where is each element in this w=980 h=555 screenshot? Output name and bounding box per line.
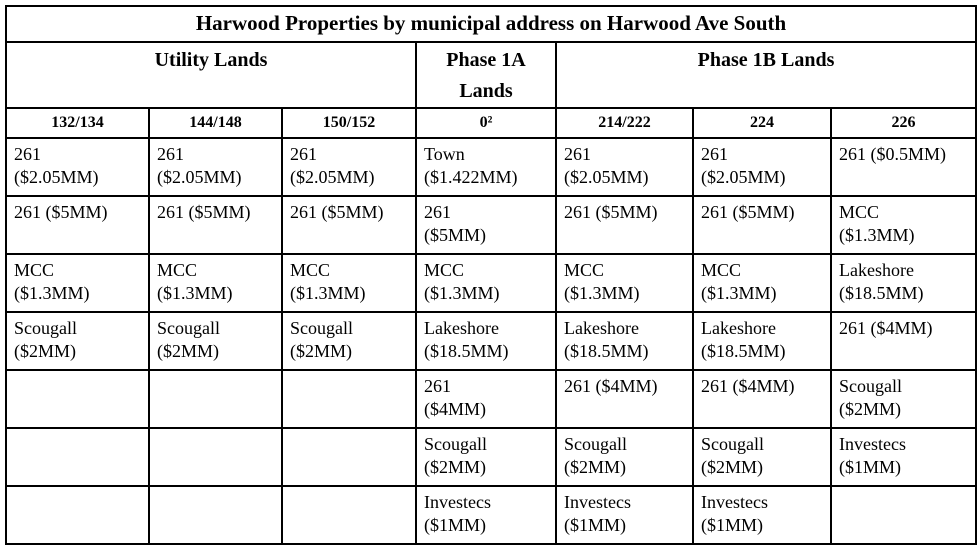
table-row: 261 ($2.05MM) 261 ($2.05MM) 261 ($2.05MM) T… xyxy=(5,137,978,197)
table-row: Scougall ($2MM) Scougall ($2MM) Scougall (… xyxy=(5,311,978,371)
group-header-phase-1a-lands: Phase 1A Lands xyxy=(415,41,557,109)
column-header-0: 0² xyxy=(415,107,557,139)
property-cell: MCC ($1.3MM) xyxy=(5,253,150,313)
property-cell xyxy=(829,485,978,545)
property-cell: MCC ($1.3MM) xyxy=(148,253,283,313)
property-cell: 261 ($5MM) xyxy=(148,195,283,255)
property-cell: MCC ($1.3MM) xyxy=(415,253,557,313)
property-cell xyxy=(281,369,417,429)
table-row: Scougall ($2MM) Scougall ($2MM) Scougall (… xyxy=(5,427,978,487)
table-title: Harwood Properties by municipal address … xyxy=(4,5,978,43)
table-row: 261 ($4MM) 261 ($4MM) 261 ($4MM) Scougall (… xyxy=(5,369,978,429)
property-cell: Investecs ($1MM) xyxy=(415,485,557,545)
table-row: Investecs ($1MM) Investecs ($1MM) Investec… xyxy=(5,485,978,545)
column-header-150-152: 150/152 xyxy=(281,107,417,139)
property-cell xyxy=(148,485,283,545)
property-cell: Lakeshore ($18.5MM) xyxy=(692,311,832,371)
property-cell xyxy=(5,369,150,429)
property-cell: 261 ($5MM) xyxy=(555,195,694,255)
property-cell: Investecs ($1MM) xyxy=(829,427,978,487)
column-header-214-222: 214/222 xyxy=(555,107,694,139)
property-cell: MCC ($1.3MM) xyxy=(281,253,417,313)
table-row: MCC ($1.3MM) MCC ($1.3MM) MCC ($1.3MM) MCC … xyxy=(5,253,978,313)
group-header-utility-lands: Utility Lands xyxy=(5,41,417,109)
property-cell xyxy=(281,485,417,545)
column-header-224: 224 xyxy=(692,107,832,139)
harwood-properties-table: Harwood Properties by municipal address … xyxy=(4,5,978,545)
column-header-226: 226 xyxy=(829,107,978,139)
property-cell: Scougall ($2MM) xyxy=(692,427,832,487)
property-cell: 261 ($5MM) xyxy=(281,195,417,255)
property-cell xyxy=(281,427,417,487)
property-cell: Investecs ($1MM) xyxy=(555,485,694,545)
group-header-phase-1b-lands: Phase 1B Lands xyxy=(554,41,978,109)
group-header-row: Utility Lands Phase 1A Lands Phase 1B La… xyxy=(5,41,978,109)
property-cell: Lakeshore ($18.5MM) xyxy=(829,253,978,313)
table-row: 261 ($5MM) 261 ($5MM) 261 ($5MM) 261 ($5MM)… xyxy=(5,195,978,255)
property-cell: 261 ($2.05MM) xyxy=(555,137,694,197)
property-cell: 261 ($5MM) xyxy=(5,195,150,255)
property-cell: Scougall ($2MM) xyxy=(415,427,557,487)
property-cell xyxy=(148,427,283,487)
property-cell: 261 ($4MM) xyxy=(692,369,832,429)
property-cell: 261 ($4MM) xyxy=(415,369,557,429)
property-cell: Lakeshore ($18.5MM) xyxy=(415,311,557,371)
title-row: Harwood Properties by municipal address … xyxy=(4,5,978,43)
property-cell: Lakeshore ($18.5MM) xyxy=(555,311,694,371)
property-cell: 261 ($2.05MM) xyxy=(692,137,832,197)
property-cell xyxy=(5,427,150,487)
property-cell: MCC ($1.3MM) xyxy=(555,253,694,313)
property-cell: 261 ($2.05MM) xyxy=(5,137,150,197)
property-cell: 261 ($0.5MM) xyxy=(829,137,978,197)
property-cell: 261 ($4MM) xyxy=(829,311,978,371)
table-body: 261 ($2.05MM) 261 ($2.05MM) 261 ($2.05MM) T… xyxy=(5,137,978,545)
property-cell: Scougall ($2MM) xyxy=(829,369,978,429)
property-cell: MCC ($1.3MM) xyxy=(692,253,832,313)
column-header-row: 132/134 144/148 150/152 0² 214/222 224 2… xyxy=(5,107,978,139)
property-cell: Scougall ($2MM) xyxy=(555,427,694,487)
property-cell xyxy=(5,485,150,545)
property-cell: 261 ($2.05MM) xyxy=(148,137,283,197)
column-header-132-134: 132/134 xyxy=(5,107,150,139)
property-cell: MCC ($1.3MM) xyxy=(829,195,978,255)
property-cell: 261 ($5MM) xyxy=(692,195,832,255)
property-cell: Scougall ($2MM) xyxy=(148,311,283,371)
property-cell: Town ($1.422MM) xyxy=(415,137,557,197)
property-cell: 261 ($4MM) xyxy=(555,369,694,429)
property-cell: 261 ($2.05MM) xyxy=(281,137,417,197)
property-cell: 261 ($5MM) xyxy=(415,195,557,255)
property-cell: Investecs ($1MM) xyxy=(692,485,832,545)
property-cell: Scougall ($2MM) xyxy=(5,311,150,371)
column-header-144-148: 144/148 xyxy=(148,107,283,139)
property-cell: Scougall ($2MM) xyxy=(281,311,417,371)
property-cell xyxy=(148,369,283,429)
